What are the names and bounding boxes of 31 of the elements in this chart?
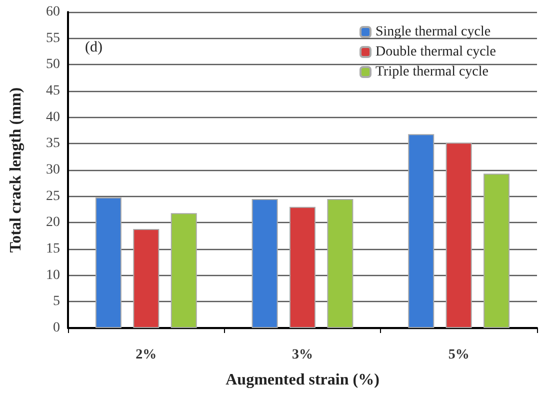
bar (252, 198, 278, 328)
bar (133, 228, 160, 328)
y-tick-label: 25 (46, 188, 60, 204)
y-tick-label: 0 (53, 320, 60, 336)
y-tick-label: 5 (53, 294, 60, 310)
annotation: (d) (85, 40, 102, 56)
y-tick-label: 35 (46, 136, 60, 152)
bar (290, 206, 316, 328)
y-tick-label: 50 (46, 57, 60, 72)
bar (170, 213, 197, 328)
y-axis-title: Total crack length (mm) (8, 87, 24, 253)
legend-label: Single thermal cycle (375, 24, 491, 40)
legend-label: Double thermal cycle (375, 44, 496, 60)
bar (484, 174, 510, 328)
y-tick-label: 15 (46, 242, 60, 256)
y-tick-label: 45 (46, 84, 60, 98)
y-tick-label: 10 (46, 268, 60, 283)
legend-label: Triple thermal cycle (375, 64, 489, 80)
x-tick-label: 5% (448, 348, 470, 362)
y-tick-label: 20 (46, 215, 60, 230)
x-tick-label: 2% (136, 348, 157, 362)
y-tick-label: 40 (46, 110, 60, 125)
y-tick-label: 55 (46, 30, 60, 46)
x-tick-label: 3% (292, 348, 313, 362)
bar (446, 142, 472, 328)
bar (327, 198, 354, 328)
bar (95, 197, 122, 328)
x-axis-title: Augmented strain (%) (226, 372, 380, 388)
bar (408, 134, 434, 328)
y-tick-label: 30 (46, 162, 60, 178)
y-tick-label: 60 (46, 4, 60, 20)
